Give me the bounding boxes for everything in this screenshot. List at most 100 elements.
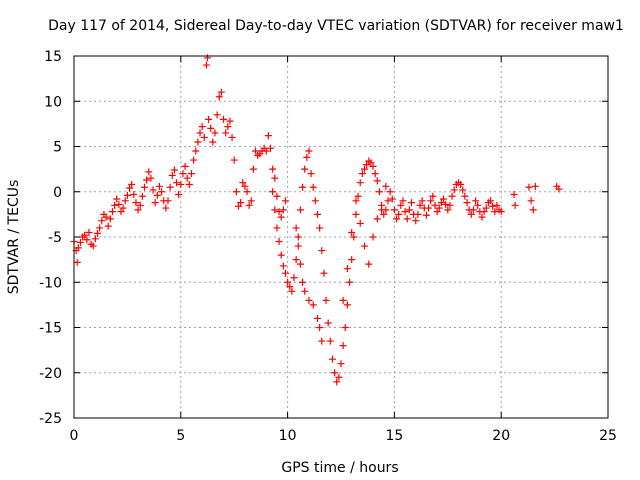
data-point [369, 233, 377, 241]
data-point [354, 192, 362, 200]
data-point [335, 373, 343, 381]
data-point [292, 256, 300, 264]
data-point [111, 201, 119, 209]
data-point [527, 197, 535, 205]
data-point [288, 287, 296, 295]
data-point [130, 190, 138, 198]
data-point [234, 202, 242, 210]
data-point [177, 181, 185, 189]
grid [74, 56, 608, 418]
data-point [143, 176, 151, 184]
data-point [478, 213, 486, 221]
data-point [173, 179, 181, 187]
data-point [380, 210, 388, 218]
data-point [249, 165, 257, 173]
data-point [220, 115, 228, 123]
data-point [343, 301, 351, 309]
data-point [181, 162, 189, 170]
data-point [350, 233, 358, 241]
data-point [365, 260, 373, 268]
data-point [337, 360, 345, 368]
data-point [264, 132, 272, 140]
data-point [230, 156, 238, 164]
data-point [331, 369, 339, 377]
data-point [279, 262, 287, 270]
data-point [371, 170, 379, 178]
x-tick-label: 20 [492, 428, 510, 444]
data-point [384, 197, 392, 205]
data-point [403, 215, 411, 223]
data-point [117, 208, 125, 216]
data-point [190, 156, 198, 164]
data-point [463, 199, 471, 207]
data-point [448, 192, 456, 200]
data-point [531, 182, 539, 190]
data-point [196, 129, 204, 137]
data-point [228, 133, 236, 141]
data-point [226, 117, 234, 125]
data-point [277, 213, 285, 221]
data-point [446, 201, 454, 209]
data-point [316, 324, 324, 331]
data-point [305, 296, 313, 304]
data-point [341, 324, 349, 331]
data-point [529, 206, 537, 214]
data-point [187, 170, 195, 178]
data-point [373, 177, 381, 185]
data-point [339, 296, 347, 304]
data-point [241, 182, 249, 190]
data-point [273, 192, 281, 200]
data-point [382, 182, 390, 190]
data-point [474, 201, 482, 209]
data-point [252, 147, 260, 155]
data-point [314, 210, 322, 218]
data-point [147, 174, 155, 182]
data-point [183, 174, 191, 182]
data-point [119, 204, 127, 212]
data-point [151, 199, 159, 207]
data-point [491, 208, 499, 216]
data-point [497, 208, 505, 216]
data-point [76, 238, 84, 246]
data-point [422, 211, 430, 219]
data-point [269, 188, 277, 196]
data-point [209, 138, 217, 146]
data-point [318, 247, 326, 255]
data-point [440, 195, 448, 203]
data-point [271, 206, 279, 214]
data-point [467, 210, 475, 218]
data-point [91, 235, 99, 243]
data-point [275, 208, 283, 216]
data-point [333, 378, 341, 386]
data-point [437, 199, 445, 207]
data-point [113, 195, 121, 203]
y-tick-label: 0 [53, 185, 62, 201]
data-point [348, 256, 356, 264]
y-tick-label: 10 [44, 94, 62, 110]
data-point [162, 204, 170, 212]
data-point [303, 153, 311, 161]
data-point [155, 182, 163, 190]
data-point [93, 229, 101, 237]
data-point [153, 191, 161, 199]
data-point [98, 217, 106, 225]
x-tick-label: 10 [279, 428, 297, 444]
data-point [378, 206, 386, 214]
data-point [320, 269, 328, 277]
data-point [290, 274, 298, 282]
data-point [123, 191, 131, 199]
data-point [414, 210, 422, 218]
data-point [469, 206, 477, 214]
axis-ticks: 0 5 10 15 20 25 -25 -20 -15 -10 -5 0 5 10 15 [39, 49, 617, 444]
data-point [418, 197, 426, 205]
data-point [375, 188, 383, 196]
data-point [239, 179, 247, 187]
data-point [74, 244, 82, 252]
data-point [215, 93, 223, 101]
data-point [284, 278, 292, 286]
data-point [136, 201, 144, 209]
data-point [352, 197, 360, 205]
data-point [102, 213, 110, 221]
data-point [407, 199, 415, 207]
